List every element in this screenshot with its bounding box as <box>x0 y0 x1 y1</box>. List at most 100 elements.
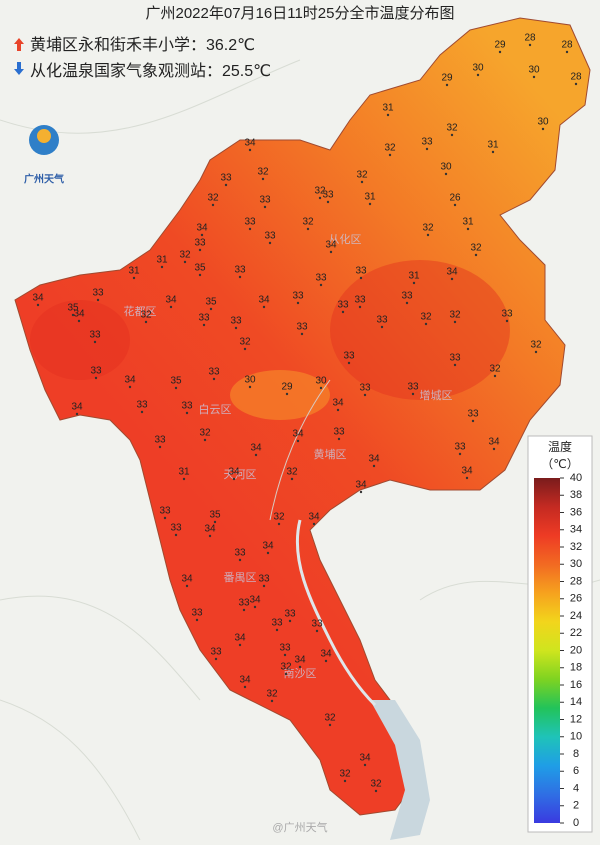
temperature-label: 33 <box>322 190 334 201</box>
basemap-road <box>0 59 600 841</box>
temperature-label: 34 <box>181 574 193 585</box>
temperature-label: 34 <box>325 240 337 251</box>
temperature-label: 31 <box>487 140 499 151</box>
temperature-label: 34 <box>234 633 246 644</box>
station-dot <box>450 133 454 137</box>
temperature-label: 34 <box>308 512 320 523</box>
temperature-label: 33 <box>259 195 271 206</box>
district-name: 增城区 <box>420 388 453 402</box>
station-dot <box>363 763 367 767</box>
tick-label: 10 <box>570 731 582 743</box>
temperature-label: 34 <box>359 753 371 764</box>
station-dot <box>209 307 213 311</box>
tick-label: 34 <box>570 524 582 536</box>
temperature-label: 32 <box>140 310 152 321</box>
temperature-label: 32 <box>207 193 219 204</box>
temperature-label: 33 <box>376 315 388 326</box>
logo-text: 广州天气 <box>24 173 64 186</box>
tick-label: 0 <box>573 817 579 829</box>
station-dot <box>372 464 376 468</box>
temperature-label: 32 <box>420 312 432 323</box>
temperature-label: 30 <box>537 117 549 128</box>
temperature-label: 31 <box>382 103 394 114</box>
temperature-label: 28 <box>524 33 536 44</box>
station-dot <box>94 376 98 380</box>
station-dot <box>388 153 392 157</box>
temperature-label: 33 <box>198 313 210 324</box>
legend-title: 温度 <box>548 439 572 454</box>
temperature-label: 35 <box>170 376 182 387</box>
station-dot <box>296 301 300 305</box>
temperature-label: 34 <box>461 466 473 477</box>
temperature-label: 33 <box>92 288 104 299</box>
tick-label: 12 <box>570 713 582 725</box>
tick-label: 16 <box>570 679 582 691</box>
station-dot <box>466 227 470 231</box>
temperature-label: 30 <box>528 65 540 76</box>
temperature-label: 31 <box>156 255 168 266</box>
station-dot <box>380 325 384 329</box>
station-dot <box>498 50 502 54</box>
temperature-label: 34 <box>294 655 306 666</box>
station-dot <box>144 320 148 324</box>
station-dot <box>359 490 363 494</box>
station-dot <box>425 147 429 151</box>
station-dot <box>128 385 132 389</box>
temperature-label: 34 <box>239 675 251 686</box>
station-dot <box>248 227 252 231</box>
station-dot <box>363 393 367 397</box>
watermark: @广州天气 <box>272 820 327 834</box>
station-dot <box>163 516 167 520</box>
temperature-label: 33 <box>355 266 367 277</box>
temperature-label: 32 <box>449 310 461 321</box>
temperature-label: 32 <box>384 143 396 154</box>
station-dot <box>232 477 236 481</box>
station-dot <box>288 619 292 623</box>
station-dot <box>405 301 409 305</box>
temperature-label: 32 <box>266 689 278 700</box>
station-dot <box>234 326 238 330</box>
temperature-label: 33 <box>170 523 182 534</box>
temperature-label: 35 <box>205 297 217 308</box>
station-dot <box>453 363 457 367</box>
tick-label: 24 <box>570 610 582 622</box>
temperature-label: 30 <box>472 63 484 74</box>
station-dot <box>532 75 536 79</box>
station-dot <box>336 408 340 412</box>
station-dot <box>328 723 332 727</box>
temperature-label: 26 <box>449 193 461 204</box>
station-dot <box>412 281 416 285</box>
temperature-label: 33 <box>159 506 171 517</box>
temperature-label: 33 <box>230 316 242 327</box>
station-dot <box>528 43 532 47</box>
temperature-label: 33 <box>421 137 433 148</box>
station-dot <box>238 558 242 562</box>
station-dot <box>315 629 319 633</box>
station-dot <box>445 83 449 87</box>
station-dot <box>254 453 258 457</box>
station-dot <box>359 276 363 280</box>
station-dot <box>261 177 265 181</box>
station-dot <box>424 322 428 326</box>
station-dot <box>458 452 462 456</box>
station-dot <box>158 445 162 449</box>
temperature-label: 33 <box>136 400 148 411</box>
station-dot <box>337 437 341 441</box>
max-marker <box>14 38 24 51</box>
temperature-label: 32 <box>302 217 314 228</box>
station-dot <box>285 392 289 396</box>
station-dot <box>132 276 136 280</box>
temperature-label: 33 <box>296 322 308 333</box>
station-dot <box>411 392 415 396</box>
temperature-label: 31 <box>178 467 190 478</box>
temperature-label: 33 <box>244 217 256 228</box>
tick-label: 22 <box>570 627 582 639</box>
station-dot <box>492 447 496 451</box>
station-dot <box>214 657 218 661</box>
station-dot <box>202 323 206 327</box>
temperature-label: 33 <box>449 353 461 364</box>
tick-label: 4 <box>573 782 579 794</box>
station-dot <box>208 534 212 538</box>
title: 广州2022年07月16日11时25分全市温度分布图 <box>146 4 455 22</box>
